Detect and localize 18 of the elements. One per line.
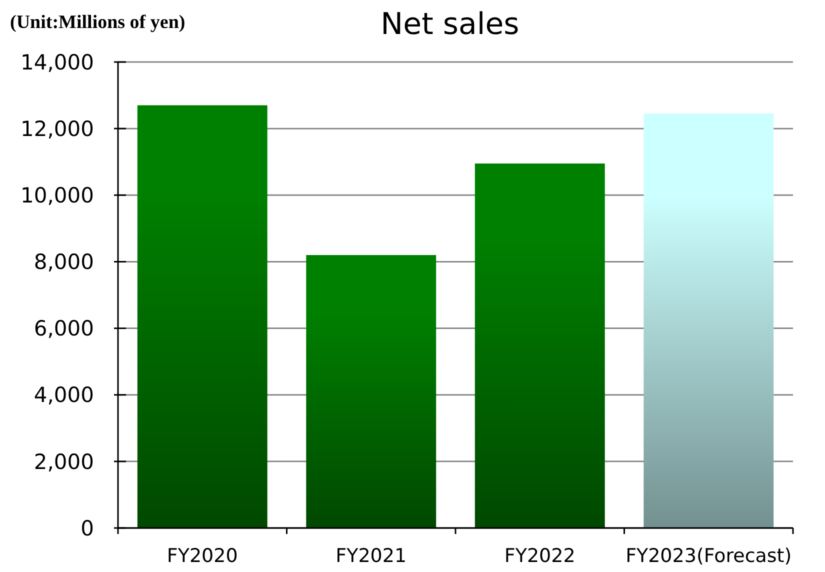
chart-title: Net sales (380, 7, 520, 42)
x-tick-label: FY2023(Forecast) (626, 545, 792, 567)
bar (306, 255, 436, 528)
y-tick-label: 12,000 (20, 116, 94, 141)
x-tick-label: FY2022 (504, 545, 576, 567)
bar (474, 164, 605, 528)
y-tick-label: 2,000 (34, 450, 94, 474)
x-tick-label: FY2021 (336, 545, 407, 567)
y-tick-label: 0 (80, 516, 94, 540)
y-tick-label: 8,000 (34, 250, 94, 274)
bar (644, 114, 774, 528)
y-tick-label: 6,000 (34, 316, 94, 341)
y-tick-label: 10,000 (20, 183, 94, 208)
text: (Unit:Millions of yen) (10, 12, 186, 33)
bar (137, 105, 268, 528)
y-tick-label: 4,000 (34, 383, 94, 408)
x-tick-label: FY2020 (166, 545, 238, 567)
y-tick-label: 14,000 (20, 50, 94, 74)
